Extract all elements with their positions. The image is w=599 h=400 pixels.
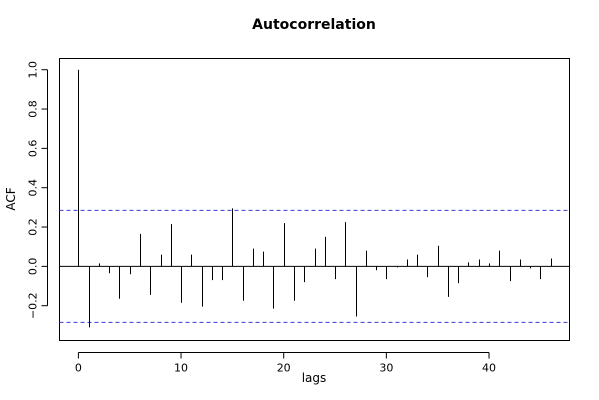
x-tick-label: 10 [174,362,188,375]
x-tick-label: 0 [75,362,82,375]
x-axis: 0 10 20 30 40 [75,352,496,375]
chart-title: Autocorrelation [252,17,376,33]
y-tick-label: 0.2 [27,218,40,236]
y-tick-label: 0.4 [27,179,40,197]
y-tick-label: 0.6 [27,140,40,158]
y-tick-label: 0.8 [27,100,40,118]
x-tick-label: 40 [482,362,496,375]
acf-bars [78,69,552,328]
y-tick-label: −0.2 [27,292,40,319]
y-axis: −0.2 0.0 0.2 0.4 0.6 0.8 1.0 [27,61,48,319]
y-tick-label: 1.0 [27,61,40,79]
y-axis-label: ACF [4,187,18,210]
x-tick-label: 20 [277,362,291,375]
x-tick-label: 30 [379,362,393,375]
plot-frame [59,58,570,341]
y-tick-label: 0.0 [27,258,40,276]
confidence-bounds [59,209,570,323]
x-axis-label: lags [302,371,327,385]
